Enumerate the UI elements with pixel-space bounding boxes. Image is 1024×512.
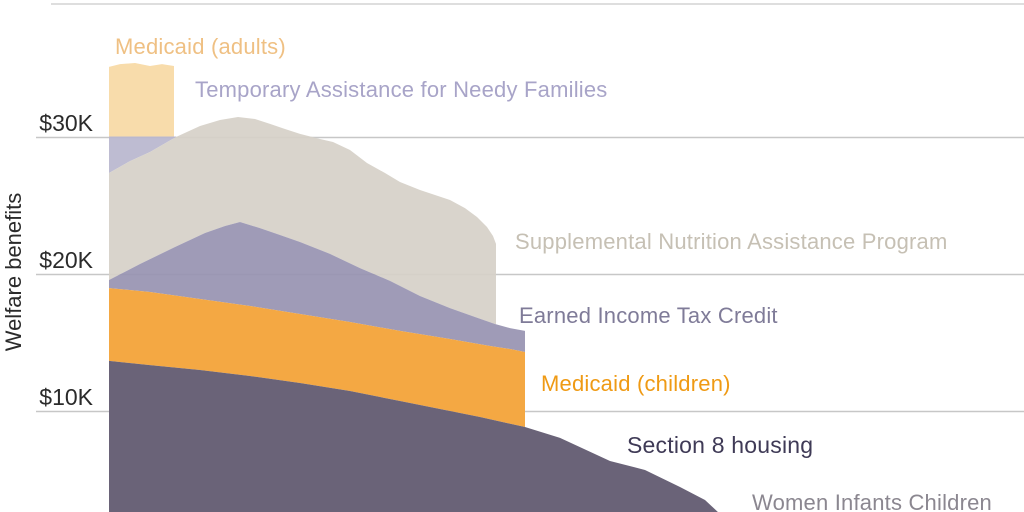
y-axis-title: Welfare benefits — [1, 192, 26, 352]
series-label-tanf: Temporary Assistance for Needy Families — [195, 77, 608, 102]
series-label-medicaid_adults: Medicaid (adults) — [115, 34, 286, 59]
series-label-eitc: Earned Income Tax Credit — [519, 303, 778, 328]
y-tick-label-30k: $30K — [39, 109, 93, 136]
area-tanf — [109, 136, 176, 173]
series-label-snap: Supplemental Nutrition Assistance Progra… — [515, 229, 948, 254]
y-tick-label-20k: $20K — [39, 246, 93, 273]
area-eitc — [109, 222, 525, 352]
area-snap — [109, 117, 496, 325]
y-tick-label-10k: $10K — [39, 383, 93, 410]
area-section8 — [109, 360, 718, 512]
series-label-medicaid_children: Medicaid (children) — [541, 371, 731, 396]
series-label-section8: Section 8 housing — [627, 432, 814, 458]
series-label-wic: Women Infants Children — [752, 490, 992, 512]
area-medicaid_children — [109, 288, 525, 427]
area-medicaid_adults — [109, 63, 174, 137]
